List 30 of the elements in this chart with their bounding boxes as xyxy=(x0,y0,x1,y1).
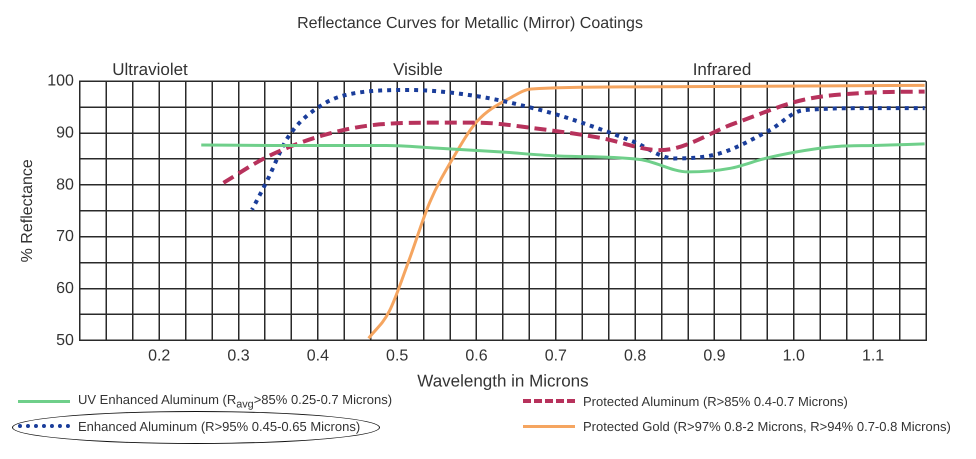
x-axis-title: Wavelength in Microns xyxy=(417,371,589,390)
x-tick-label: 1.0 xyxy=(782,347,805,364)
y-tick-label: 80 xyxy=(56,176,74,194)
y-tick-label: 100 xyxy=(47,72,74,90)
text: Infrared xyxy=(692,60,752,80)
line-series xyxy=(367,84,926,340)
y-tick-label: 90 xyxy=(56,124,74,142)
y-tick-label: 60 xyxy=(56,280,74,297)
line-series xyxy=(221,90,926,185)
x-tick-label: 0.9 xyxy=(703,347,726,364)
legend-label: Protected Gold (R>97% 0.8-2 Microns, R>94% 0.7-0.8 Microns) xyxy=(583,418,951,434)
y-tick-label: 70 xyxy=(56,228,74,246)
x-tick-label: 0.3 xyxy=(227,347,250,364)
x-tick-label: 0.6 xyxy=(465,347,488,364)
x-tick-label: 0.7 xyxy=(544,347,568,364)
legend-label: UV Enhanced Aluminum (R$_{avg}$>85% 0.25-0.7 Microns) xyxy=(78,392,392,411)
x-tick-label: 1.1 xyxy=(862,347,884,364)
line-series xyxy=(250,88,926,212)
text: Visible xyxy=(393,60,443,80)
y-axis-title: % Reflectance xyxy=(19,159,36,262)
chart-title: Reflectance Curves for Metallic (Mirror) Coatings xyxy=(297,15,643,32)
line-series xyxy=(200,142,926,174)
x-tick-label: 0.5 xyxy=(386,347,408,364)
legend-label: Enhanced Aluminum (R>95% 0.45-0.65 Microns) xyxy=(78,418,360,434)
legend-label: Protected Aluminum (R>85% 0.4-0.7 Microns) xyxy=(583,394,848,409)
x-tick-label: 0.4 xyxy=(306,347,330,364)
text: Ultraviolet xyxy=(112,60,188,80)
x-tick-label: 0.2 xyxy=(148,347,170,364)
y-tick-label: 50 xyxy=(56,332,74,349)
x-tick-label: 0.8 xyxy=(624,347,646,364)
